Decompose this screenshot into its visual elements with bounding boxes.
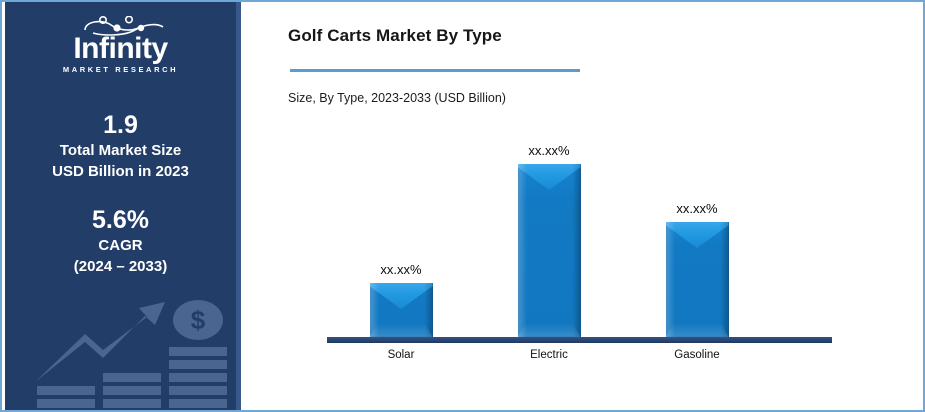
chart-subtitle: Size, By Type, 2023-2033 (USD Billion): [288, 91, 506, 105]
bar-group-gasoline[interactable]: xx.xx% Gasoline: [665, 201, 729, 361]
bar-left-bevel: [517, 164, 527, 337]
bar-left-bevel: [665, 222, 675, 337]
bar-bottom-bevel: [369, 323, 433, 337]
bar-solar[interactable]: xx.xx%: [369, 262, 433, 337]
bar-right-bevel: [719, 222, 729, 337]
market-size-stat: 1.9 Total Market Size USD Billion in 202…: [5, 110, 236, 182]
bar-electric[interactable]: xx.xx%: [517, 143, 581, 337]
chart-panel: Golf Carts Market By Type Size, By Type,…: [246, 2, 923, 410]
title-divider: [290, 69, 580, 72]
cagr-label-2: (2024 – 2033): [73, 258, 168, 275]
svg-text:$: $: [191, 305, 206, 335]
bar-value-label-solar: xx.xx%: [380, 262, 422, 277]
x-tick-label-solar: Solar: [387, 349, 415, 361]
bar-right-bevel: [571, 164, 581, 337]
brand-tagline: MARKET RESEARCH: [62, 65, 179, 74]
growth-chart-dollar-icon: $: [33, 298, 233, 410]
market-size-label-1: Total Market Size: [59, 142, 182, 159]
bar-value-label-electric: xx.xx%: [528, 143, 570, 158]
sidebar-panel: Infinity MARKET RESEARCH 1.9 Total Marke…: [5, 2, 241, 410]
market-size-value: 1.9: [103, 111, 138, 139]
x-axis-line: [327, 337, 832, 343]
bar-left-bevel: [369, 283, 379, 337]
bar-chart-plot: xx.xx% Solar xx.xx% Electric: [246, 122, 925, 361]
bar-right-bevel: [423, 283, 433, 337]
bar-value-label-gasoline: xx.xx%: [676, 201, 718, 216]
page-title: Golf Carts Market By Type: [288, 26, 502, 45]
brand-logo: Infinity MARKET RESEARCH: [5, 16, 236, 74]
bar-bottom-bevel: [665, 323, 729, 337]
bar-group-solar[interactable]: xx.xx% Solar: [369, 262, 433, 361]
cagr-value: 5.6%: [92, 206, 149, 234]
bar-group-electric[interactable]: xx.xx% Electric: [517, 143, 581, 361]
bar-gasoline[interactable]: xx.xx%: [665, 201, 729, 337]
x-tick-label-electric: Electric: [530, 349, 568, 361]
infinity-network-icon: [5, 16, 236, 38]
x-tick-label-gasoline: Gasoline: [674, 349, 720, 361]
bar-bottom-bevel: [517, 323, 581, 337]
market-size-label-2: USD Billion in 2023: [52, 163, 189, 180]
brand-wordmark: Infinity: [73, 32, 168, 65]
cagr-stat: 5.6% CAGR (2024 – 2033): [5, 205, 236, 277]
cagr-label-1: CAGR: [98, 237, 143, 254]
